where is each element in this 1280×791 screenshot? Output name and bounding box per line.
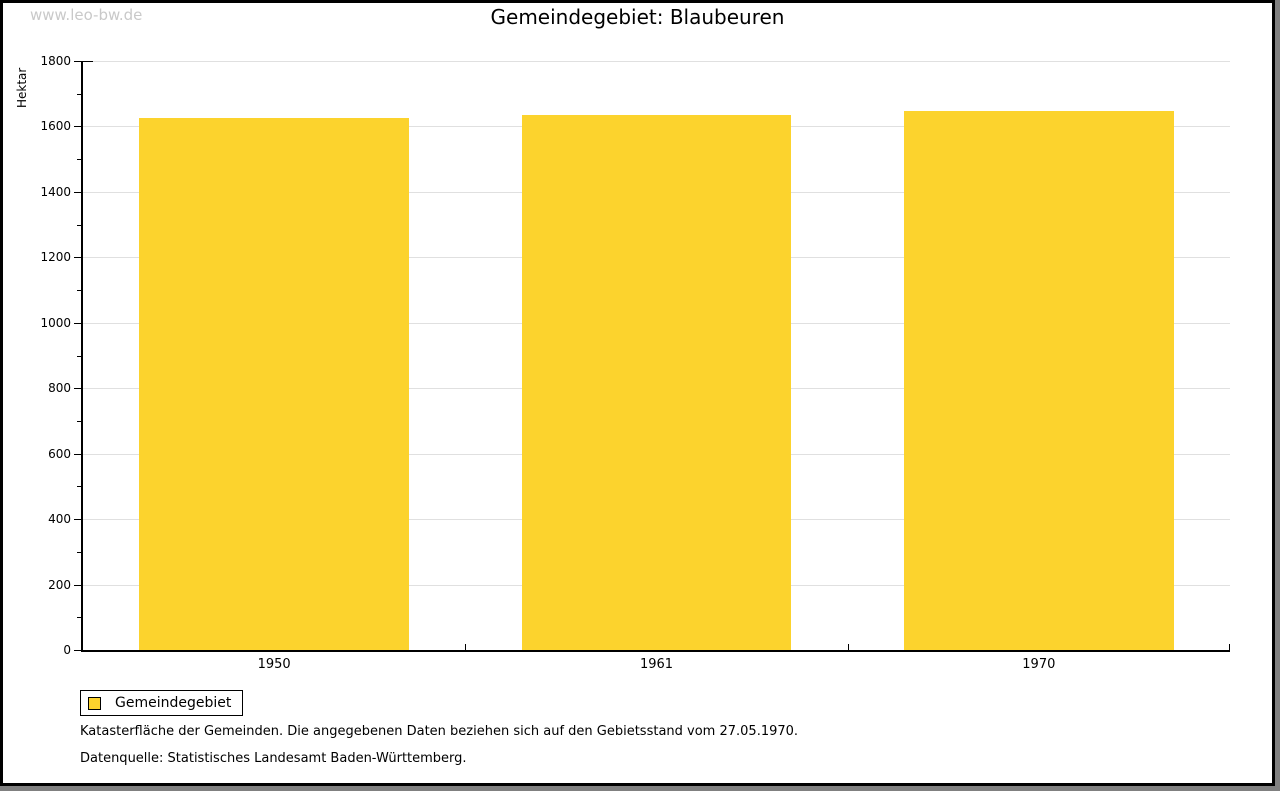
watermark: www.leo-bw.de <box>30 6 143 24</box>
y-axis-major-tick <box>74 519 81 521</box>
y-axis-major-tick <box>74 257 81 259</box>
chart-title: Gemeindegebiet: Blaubeuren <box>490 5 785 29</box>
footnote-line: Katasterfläche der Gemeinden. Die angege… <box>80 724 799 739</box>
y-axis-major-tick <box>74 126 81 128</box>
y-axis-minor-tick <box>77 290 81 292</box>
y-axis-major-tick <box>74 453 81 455</box>
y-axis-tick-label: 400 <box>48 512 71 527</box>
legend-label: Gemeindegebiet <box>115 695 232 711</box>
plot-area: 0 200 400 600 800 1000 1200 1400 1600 1800 1950 196… <box>40 54 1230 672</box>
y-axis-tick-label: 800 <box>48 381 71 396</box>
y-axis-major-tick <box>74 191 81 193</box>
bar-1950 <box>139 118 409 650</box>
y-axis-tick-label: 1400 <box>40 184 71 199</box>
x-axis-boundary-tick <box>847 644 849 650</box>
y-axis-major-tick <box>74 61 81 62</box>
bar-1961 <box>521 115 792 650</box>
y-axis-tick-label: 1000 <box>40 315 71 330</box>
y-axis-minor-tick <box>77 420 81 422</box>
legend-swatch-icon <box>88 696 101 710</box>
x-axis-tick-label: 1970 <box>1022 657 1056 672</box>
y-axis-title: Hektar <box>15 67 29 108</box>
y-axis-minor-tick <box>77 93 81 95</box>
y-axis-tick-label: 1600 <box>40 119 71 134</box>
y-axis-end-cap <box>83 61 93 62</box>
x-axis-boundary-tick <box>465 644 467 650</box>
y-axis-tick-label: 1800 <box>40 54 71 68</box>
y-axis-minor-tick <box>77 551 81 553</box>
y-axis-major-tick <box>74 388 81 390</box>
y-axis-minor-tick <box>77 355 81 357</box>
x-axis-tick-label: 1950 <box>257 657 291 672</box>
x-axis-end-cap <box>1229 644 1230 650</box>
footnote-line: Datenquelle: Statistisches Landesamt Bad… <box>80 751 467 766</box>
y-axis-major-tick <box>74 650 81 651</box>
y-axis-minor-tick <box>77 224 81 226</box>
bar-1970 <box>904 110 1174 650</box>
y-axis-tick-label: 1200 <box>40 250 71 265</box>
y-axis-minor-tick <box>77 159 81 161</box>
x-axis-tick-label: 1961 <box>639 657 674 672</box>
gridline <box>83 61 1230 62</box>
y-axis-major-tick <box>74 322 81 324</box>
y-axis-tick-label: 200 <box>48 577 71 592</box>
y-axis-minor-tick <box>77 486 81 488</box>
y-axis-minor-tick <box>77 617 81 619</box>
y-axis-tick-label: 0 <box>63 643 71 657</box>
y-axis-major-tick <box>74 584 81 586</box>
footnotes: Katasterfläche der Gemeinden. Die angege… <box>80 724 798 778</box>
legend: Gemeindegebiet <box>80 690 244 716</box>
y-axis-tick-label: 600 <box>48 446 71 461</box>
